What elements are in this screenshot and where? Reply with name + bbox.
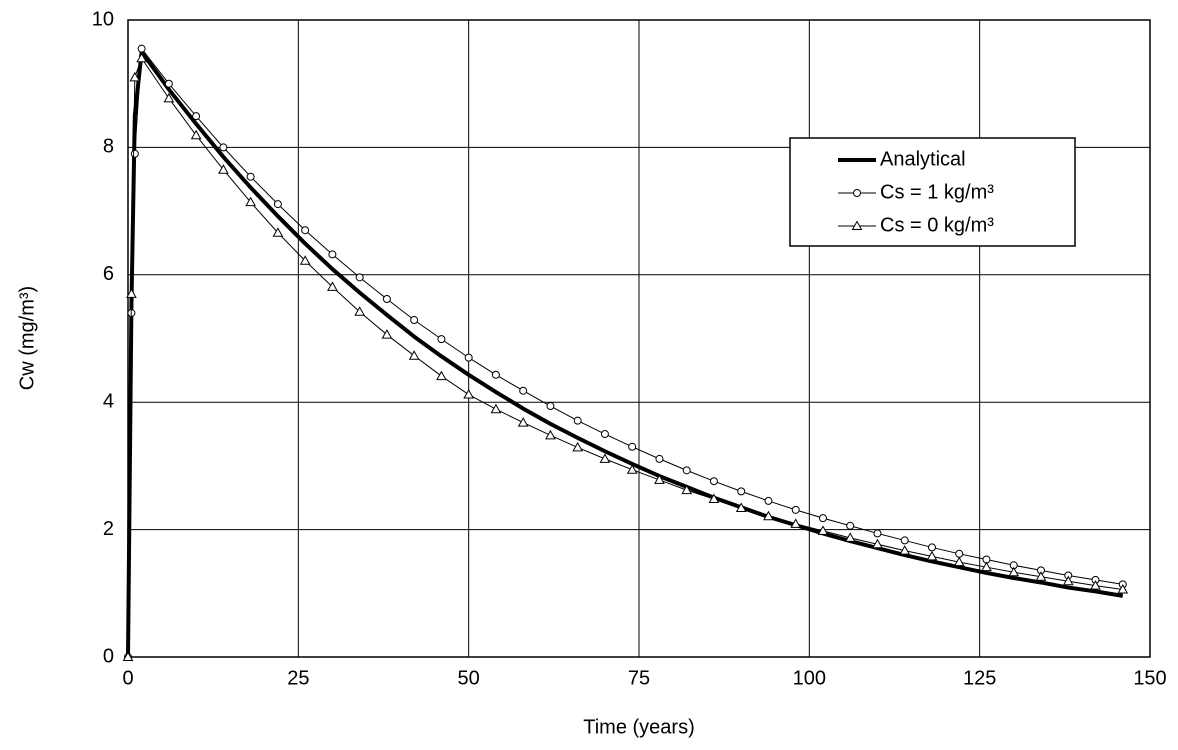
data-point	[519, 386, 528, 395]
data-point	[737, 487, 746, 496]
data-point	[573, 416, 582, 425]
data-point	[130, 149, 139, 158]
data-point	[122, 651, 134, 661]
data-point	[572, 441, 584, 452]
data-point	[899, 545, 911, 555]
data-point	[654, 474, 665, 484]
data-point	[1062, 575, 1074, 586]
data-point	[1090, 580, 1101, 590]
series-line	[126, 49, 1124, 658]
data-point	[272, 227, 284, 237]
data-point	[436, 370, 447, 381]
data-point	[463, 389, 475, 399]
data-point	[599, 453, 611, 463]
data-point	[764, 496, 773, 505]
legend-box	[789, 137, 1076, 247]
data-point	[655, 454, 664, 463]
data-point	[546, 402, 555, 411]
y-tick-label: 4	[103, 390, 114, 412]
data-point	[790, 518, 802, 528]
data-point	[600, 430, 609, 439]
data-point	[872, 538, 883, 549]
x-tick-label: 25	[287, 667, 309, 689]
data-point	[818, 514, 827, 523]
x-tick-label: 50	[458, 667, 480, 689]
data-point	[763, 510, 774, 521]
data-point	[927, 543, 936, 552]
y-axis-label: Cw (mg/m³)	[16, 286, 38, 390]
data-point	[1117, 583, 1129, 594]
data-point	[1035, 571, 1047, 581]
data-point	[273, 200, 282, 209]
data-point	[408, 350, 420, 360]
data-point	[545, 429, 556, 440]
data-point	[953, 556, 965, 567]
data-point	[129, 71, 141, 82]
x-tick-label: 150	[1133, 667, 1166, 689]
data-point	[437, 335, 446, 344]
legend-label: Analytical	[880, 148, 966, 170]
data-point	[355, 273, 364, 282]
y-tick-label: 8	[103, 136, 114, 158]
legend-label: Cs = 0 kg/m³	[880, 214, 994, 236]
data-point	[245, 196, 256, 207]
data-point	[491, 370, 500, 379]
data-point	[382, 295, 391, 304]
data-point	[900, 536, 909, 545]
data-point	[464, 353, 473, 362]
data-point	[192, 112, 201, 121]
y-tick-label: 6	[103, 263, 114, 285]
series-line	[127, 48, 1123, 658]
data-point	[926, 550, 938, 561]
data-point	[301, 226, 310, 235]
data-point	[327, 281, 338, 291]
data-point	[791, 505, 800, 514]
data-point	[190, 129, 202, 140]
legend-marker	[853, 189, 861, 197]
data-point	[299, 255, 311, 265]
x-tick-label: 125	[963, 667, 996, 689]
data-point	[219, 143, 228, 152]
x-tick-label: 100	[793, 667, 826, 689]
data-point	[709, 477, 718, 486]
data-point	[873, 529, 882, 538]
legend-marker	[851, 220, 863, 230]
data-point	[246, 172, 255, 181]
y-tick-label: 0	[103, 645, 114, 667]
data-point	[381, 329, 393, 339]
data-point	[1008, 566, 1020, 577]
data-point	[410, 316, 419, 325]
data-point	[164, 79, 173, 88]
data-point	[490, 403, 502, 414]
data-point	[354, 306, 366, 316]
legend-label: Cs = 1 kg/m³	[880, 181, 994, 203]
x-tick-label: 75	[628, 667, 650, 689]
data-point	[955, 549, 964, 558]
data-point	[137, 44, 146, 53]
data-point	[126, 288, 137, 298]
data-point	[681, 484, 693, 495]
x-axis-label: Time (years)	[583, 716, 694, 738]
data-point	[628, 442, 637, 451]
data-point	[817, 525, 829, 535]
data-point	[735, 502, 747, 512]
data-point	[328, 250, 337, 259]
x-tick-label: 0	[122, 667, 133, 689]
data-point	[844, 532, 856, 542]
data-point	[218, 164, 229, 174]
data-point	[682, 466, 691, 475]
data-point	[981, 561, 992, 572]
y-tick-label: 10	[92, 8, 114, 30]
data-point	[626, 464, 638, 474]
data-point	[846, 521, 855, 530]
series-line	[127, 57, 1123, 658]
data-point	[708, 493, 720, 504]
data-point	[517, 417, 529, 427]
data-point	[163, 92, 175, 103]
data-point	[136, 52, 147, 63]
y-tick-label: 2	[103, 518, 114, 540]
